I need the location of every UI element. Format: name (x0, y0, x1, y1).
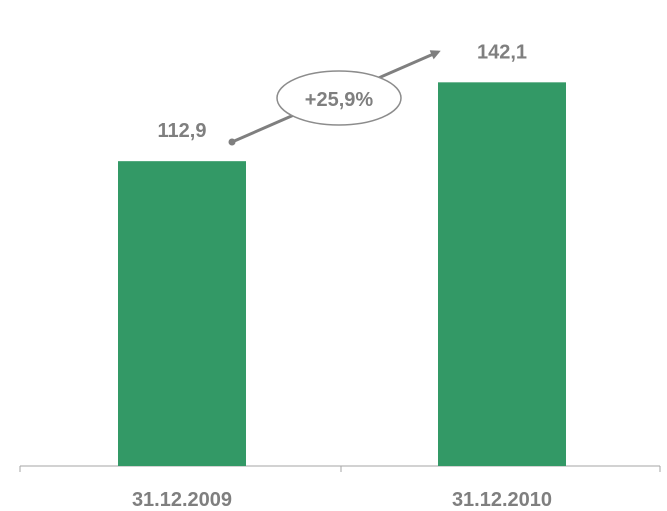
bar-31.12.2010 (438, 82, 566, 466)
bar-value-label-31.12.2010: 142,1 (477, 41, 527, 63)
bar-31.12.2009 (118, 161, 246, 467)
x-tick-label-31.12.2010: 31.12.2010 (452, 489, 552, 511)
x-tick-label-31.12.2009: 31.12.2009 (132, 489, 232, 511)
growth-arrow-start-dot (228, 138, 236, 146)
growth-badge (276, 70, 402, 126)
bar-value-label-31.12.2009: 112,9 (158, 120, 207, 142)
growth-percent-label: +25,9% (305, 89, 374, 111)
